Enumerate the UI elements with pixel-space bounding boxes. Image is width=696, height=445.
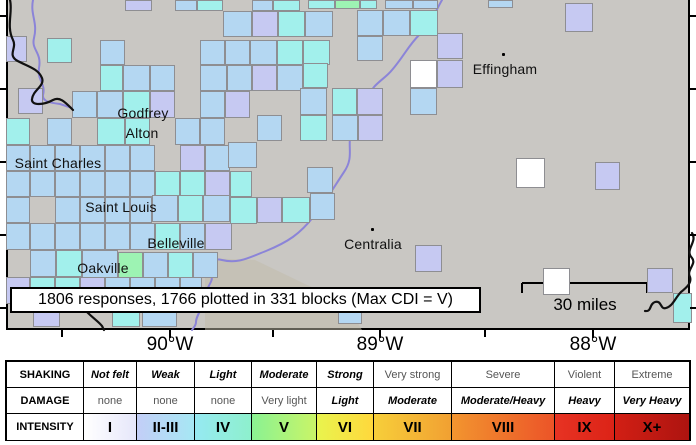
legend-shk-value: Violent [567,368,602,381]
legend-dmg-value: Very light [261,394,307,407]
legend-shk-cell: Violent [554,362,614,387]
legend-shk-cell: Light [194,362,251,387]
legend-dmg-cell: Moderate/Heavy [451,388,554,413]
longitude-label: 88°W [569,334,617,355]
dyfi-intensity-map[interactable]: Godfrey Alton Saint Charles Saint Louis Bell… [0,0,696,360]
legend-shk-value: Not felt [91,368,129,381]
legend-row-shaking: SHAKING Not felt Weak Light Moderate Strong Ve… [7,362,689,387]
legend-intensity-cell: X+ [614,414,689,440]
legend-row-intensity: INTENSITY I II-III IV V VI VII VIII IX X+ [7,413,689,440]
legend-shk-cell: Moderate [251,362,316,387]
response-count-box: 1806 responses, 1766 plotted in 331 bloc… [10,287,481,313]
legend-row-label: DAMAGE [7,388,83,413]
legend-dmg-cell: Very light [251,388,316,413]
map-background [6,0,690,330]
legend-dmg-value: none [153,394,178,407]
lat-tick [0,234,6,236]
legend-dmg-value: Light [331,394,359,407]
lon-minor-tick [272,330,274,337]
legend-dmg-value: Very Heavy [622,394,682,407]
lat-tick [0,88,6,90]
scale-bar-label: 30 miles [553,295,617,314]
legend-shk-cell: Not felt [83,362,136,387]
legend-intensity-value: VII [403,418,422,436]
lat-tick [690,15,696,17]
legend-row-damage: DAMAGE none none none Very light Light Moderat… [7,387,689,413]
lat-tick [690,234,696,236]
response-count-text: 1806 responses, 1766 plotted in 331 bloc… [38,291,453,308]
legend-dmg-cell: Light [316,388,373,413]
legend-shk-value: Light [209,368,237,381]
legend-intensity-value: V [278,418,289,436]
legend-dmg-cell: none [194,388,251,413]
legend-shk-cell: Strong [316,362,373,387]
legend-dmg-cell: none [136,388,194,413]
legend-shk-cell: Weak [136,362,194,387]
legend-intensity-value: IX [577,418,592,436]
legend-dmg-value: none [210,394,236,407]
legend-intensity-value: VI [337,418,353,436]
legend-intensity-value: VIII [491,418,515,436]
lat-tick [690,161,696,163]
legend-intensity-value: I [107,418,113,436]
lat-tick [690,307,696,309]
legend-intensity-cell: V [251,414,316,440]
legend-dmg-cell: none [83,388,136,413]
lon-minor-tick [61,330,63,337]
legend-intensity-value: II-III [152,418,179,436]
legend-intensity-cell: IX [554,414,614,440]
legend-dmg-value: Heavy [568,394,601,407]
lat-tick [0,15,6,17]
legend-intensity-cell: VII [373,414,451,440]
legend-dmg-cell: Very Heavy [614,388,689,413]
legend-row-label: SHAKING [7,362,83,387]
longitude-label: 89°W [356,334,404,355]
legend-shk-value: Extreme [631,368,673,381]
lat-tick [0,161,6,163]
legend-intensity-value: X+ [642,418,662,436]
legend-shk-value: Weak [151,368,180,381]
lat-tick [690,88,696,90]
legend-shk-value: Strong [327,368,363,381]
legend-dmg-value: Moderate/Heavy [460,394,546,407]
legend-intensity-cell: I [83,414,136,440]
lon-major-tick [379,330,381,338]
legend-intensity-cell: IV [194,414,251,440]
legend-dmg-value: none [97,394,123,407]
legend-table: SHAKING Not felt Weak Light Moderate Strong Ve… [5,360,691,441]
legend-intensity-cell: VIII [451,414,554,440]
legend-intensity-cell: II-III [136,414,194,440]
legend-shk-cell: Severe [451,362,554,387]
lon-minor-tick [484,330,486,337]
legend-intensity-value: IV [215,418,231,436]
longitude-label: 90°W [146,334,194,355]
legend-intensity-cell: VI [316,414,373,440]
legend-dmg-value: Moderate [388,394,437,407]
legend-shk-value: Severe [485,368,521,381]
legend-shk-cell: Extreme [614,362,689,387]
lon-major-tick [592,330,594,338]
lon-major-tick [169,330,171,338]
legend-shk-value: Moderate [259,368,309,381]
legend-dmg-cell: Moderate [373,388,451,413]
legend-shk-cell: Very strong [373,362,451,387]
legend-row-label: INTENSITY [7,414,83,440]
legend-dmg-cell: Heavy [554,388,614,413]
lat-tick [0,307,6,309]
legend-shk-value: Very strong [384,368,441,381]
